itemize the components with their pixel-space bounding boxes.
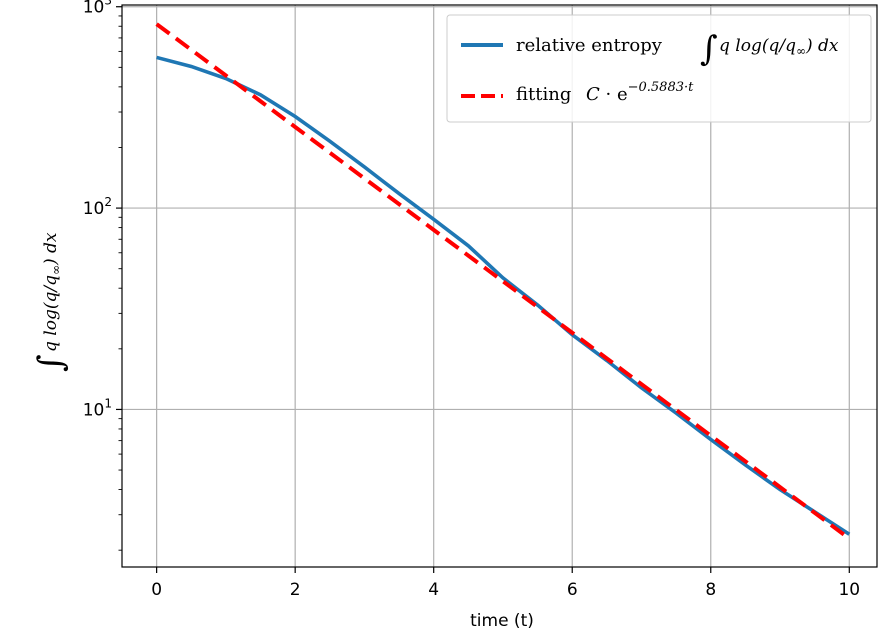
- legend: relative entropy ∫ q log(q/q∞) dx fittin…: [446, 14, 872, 123]
- x-tick-label: 4: [428, 580, 439, 600]
- legend-label-entropy-math: q log(q/q∞) dx: [719, 36, 839, 58]
- series-layer: [155, 22, 851, 541]
- y-tick-label: 101: [83, 396, 112, 420]
- y-axis-label: ∫ q log(q/q∞) dx: [31, 232, 71, 372]
- x-tick-label: 10: [838, 580, 860, 600]
- x-tick-label: 8: [705, 580, 716, 600]
- legend-integral-sign: ∫: [700, 29, 718, 69]
- x-axis-label: time (t): [470, 611, 534, 631]
- x-tick-label: 6: [567, 580, 578, 600]
- plot-frame: [121, 4, 878, 568]
- series-line-relative-entropy: [156, 55, 851, 536]
- ticks: 0 2 4 6 8 10 101 102 103: [83, 0, 860, 600]
- legend-box: [446, 14, 872, 123]
- y-tick-label: 102: [83, 195, 112, 219]
- x-tick-label: 2: [290, 580, 301, 600]
- integral-sign: ∫: [31, 354, 71, 372]
- x-tick-label: 0: [151, 580, 162, 600]
- y-axis-label-text: q log(q/q∞) dx: [41, 232, 63, 352]
- legend-label-fitting: fitting: [516, 84, 571, 105]
- legend-label-entropy: relative entropy: [516, 35, 663, 56]
- y-tick-label: 103: [83, 0, 112, 18]
